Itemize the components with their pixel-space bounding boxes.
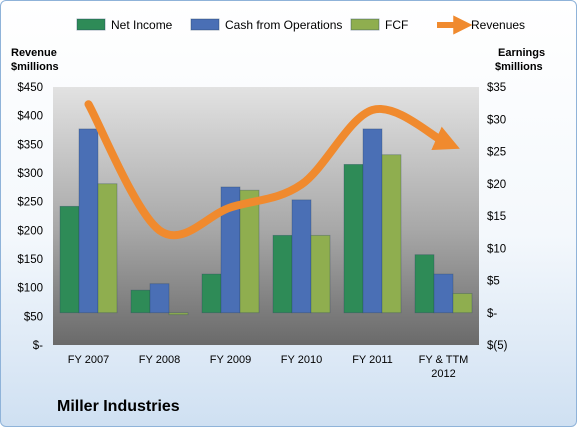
left-axis-title: Revenue [11,47,57,59]
left-axis: $- $50 $100 $150 $200 $250 $300 $350 $400 $450 [17,82,43,352]
category-label: FY 2011 [352,354,393,366]
left-tick-label: $- [33,340,43,352]
right-tick-label: $35 [487,82,506,94]
bar-fcf [452,292,473,314]
right-tick-label: $(5) [487,340,508,352]
right-axis: $(5) $- $5 $10 $15 $20 $25 $30 $35 [487,82,508,352]
right-tick-label: $10 [487,243,506,255]
right-axis-title: Earnings [498,47,545,59]
left-tick-label: $400 [17,111,43,123]
right-tick-label: $20 [487,179,506,191]
legend-label-fcf: FCF [385,18,408,32]
category-label: FY 2009 [210,354,251,366]
right-axis-unit: $millions [495,61,543,73]
right-tick-label: $25 [487,147,506,159]
left-tick-label: $100 [17,283,43,295]
revenue-line [84,100,460,240]
legend-label-revenues: Revenues [471,18,525,32]
legend-label-cash-from-operations: Cash from Operations [225,18,342,32]
x-axis: FY 2007 FY 2008 FY 2009 FY 2010 FY 2011 FY & … [68,354,469,380]
left-tick-label: $350 [17,139,43,151]
bar-net-income [414,254,435,314]
legend-swatch-net-income [76,18,106,31]
right-tick-label: $15 [487,211,506,223]
chart-legend: Net Income Cash from Operations FCF Revenue… [76,15,525,35]
bar-fcf [310,234,331,314]
bar-cash-from-operations [78,128,99,314]
category-label: FY & TTM [419,354,469,366]
bar-fcf [97,183,118,314]
left-tick-label: $200 [17,225,43,237]
category-label: 2012 [431,368,455,380]
right-tick-label: $5 [487,276,500,288]
bar-net-income [272,234,293,314]
legend-swatch-fcf [350,18,380,31]
left-axis-unit: $millions [11,61,59,73]
right-tick-label: $- [487,308,497,320]
left-tick-label: $150 [17,254,43,266]
category-label: FY 2007 [68,354,109,366]
legend-label-net-income: Net Income [111,18,173,32]
company-name: Miller Industries [57,398,180,415]
bar-net-income [130,289,151,314]
bar-net-income [343,163,364,314]
left-tick-label: $300 [17,168,43,180]
bar-net-income [201,273,222,314]
left-tick-label: $50 [24,311,43,323]
legend-swatch-cash-from-operations [190,18,220,31]
bar-cash-from-operations [433,273,454,314]
bar-net-income [59,205,80,314]
bar-cash-from-operations [291,199,312,314]
left-tick-label: $250 [17,197,43,209]
bar-fcf [239,189,260,314]
bar-cash-from-operations [149,283,170,314]
bar-series [59,128,473,316]
category-label: FY 2008 [139,354,180,366]
right-tick-label: $30 [487,114,506,126]
bar-fcf [381,154,402,314]
left-tick-label: $450 [17,82,43,94]
bar-fcf [168,312,189,316]
category-label: FY 2010 [281,354,322,366]
bar-cash-from-operations [362,128,383,314]
revenue-curve [84,100,460,240]
plot-area [53,87,479,345]
